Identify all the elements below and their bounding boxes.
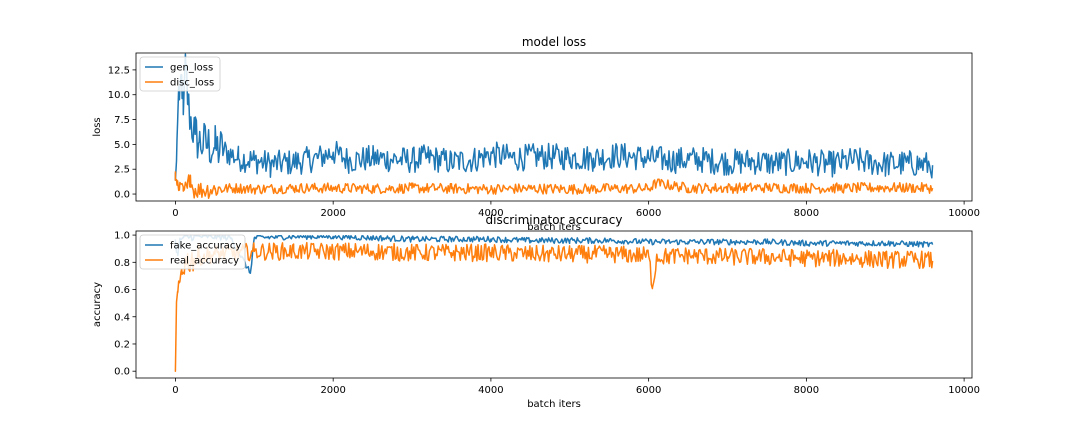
chart-2: 0 2000 4000 6000 8000 10000 0.0 0.2 0.4 0.6 0.8 1.0…: [92, 213, 980, 410]
y-tick-label: 7.5: [114, 115, 130, 126]
y-tick-label: 0.4: [114, 312, 130, 323]
chart-title: model loss: [522, 35, 586, 49]
chart-title: discriminator accuracy: [486, 213, 623, 227]
legend: fake_accuracy real_accuracy: [139, 234, 246, 270]
legend-label: gen_loss: [170, 63, 213, 74]
y-tick-label: 0.6: [114, 285, 130, 296]
series-line-disc_loss: [174, 171, 934, 200]
x-tick-label: 2000: [320, 208, 345, 219]
y-tick-label: 0.2: [114, 339, 130, 350]
y-tick-label: 0.0: [114, 367, 130, 378]
plot-area: [174, 235, 934, 372]
y-tick-label: 0.8: [114, 258, 130, 269]
x-tick-label: 4000: [478, 385, 503, 396]
x-tick-label: 0: [172, 385, 178, 396]
x-tick-label: 4000: [478, 208, 503, 219]
y-axis-label: accuracy: [92, 282, 103, 327]
plot-area: [174, 53, 934, 200]
chart-1: 0 2000 4000 6000 8000 10000 0.0 2.5 5.0 7.5 10.0 12…: [92, 35, 980, 233]
x-tick-label: 6000: [636, 385, 661, 396]
x-axis-label: batch iters: [527, 399, 581, 410]
axes-frame: [135, 52, 973, 202]
x-tick-label: 0: [172, 208, 178, 219]
x-tick-label: 10000: [948, 385, 980, 396]
x-tick-label: 8000: [794, 385, 819, 396]
y-tick-label: 1.0: [114, 231, 130, 242]
y-axis-label: loss: [92, 117, 103, 136]
y-tick-label: 0.0: [114, 190, 130, 201]
y-tick-label: 12.5: [108, 65, 130, 76]
x-tick-label: 10000: [948, 208, 980, 219]
legend-label: real_accuracy: [170, 256, 239, 267]
legend-box: [139, 234, 246, 270]
legend-label: fake_accuracy: [170, 241, 241, 252]
series-line-fake_accuracy: [174, 235, 934, 274]
x-tick-label: 2000: [320, 385, 345, 396]
x-axis-label: batch iters: [527, 222, 581, 233]
axes-frame: [135, 230, 973, 379]
x-tick-label: 6000: [636, 208, 661, 219]
legend-label: disc_loss: [170, 78, 214, 89]
y-tick-label: 2.5: [114, 165, 130, 176]
x-tick-label: 8000: [794, 208, 819, 219]
y-tick-label: 10.0: [108, 90, 130, 101]
y-tick-label: 5.0: [114, 140, 130, 151]
series-line-real_accuracy: [174, 241, 934, 372]
legend: gen_loss disc_loss: [139, 56, 221, 92]
series-line-gen_loss: [174, 53, 934, 181]
